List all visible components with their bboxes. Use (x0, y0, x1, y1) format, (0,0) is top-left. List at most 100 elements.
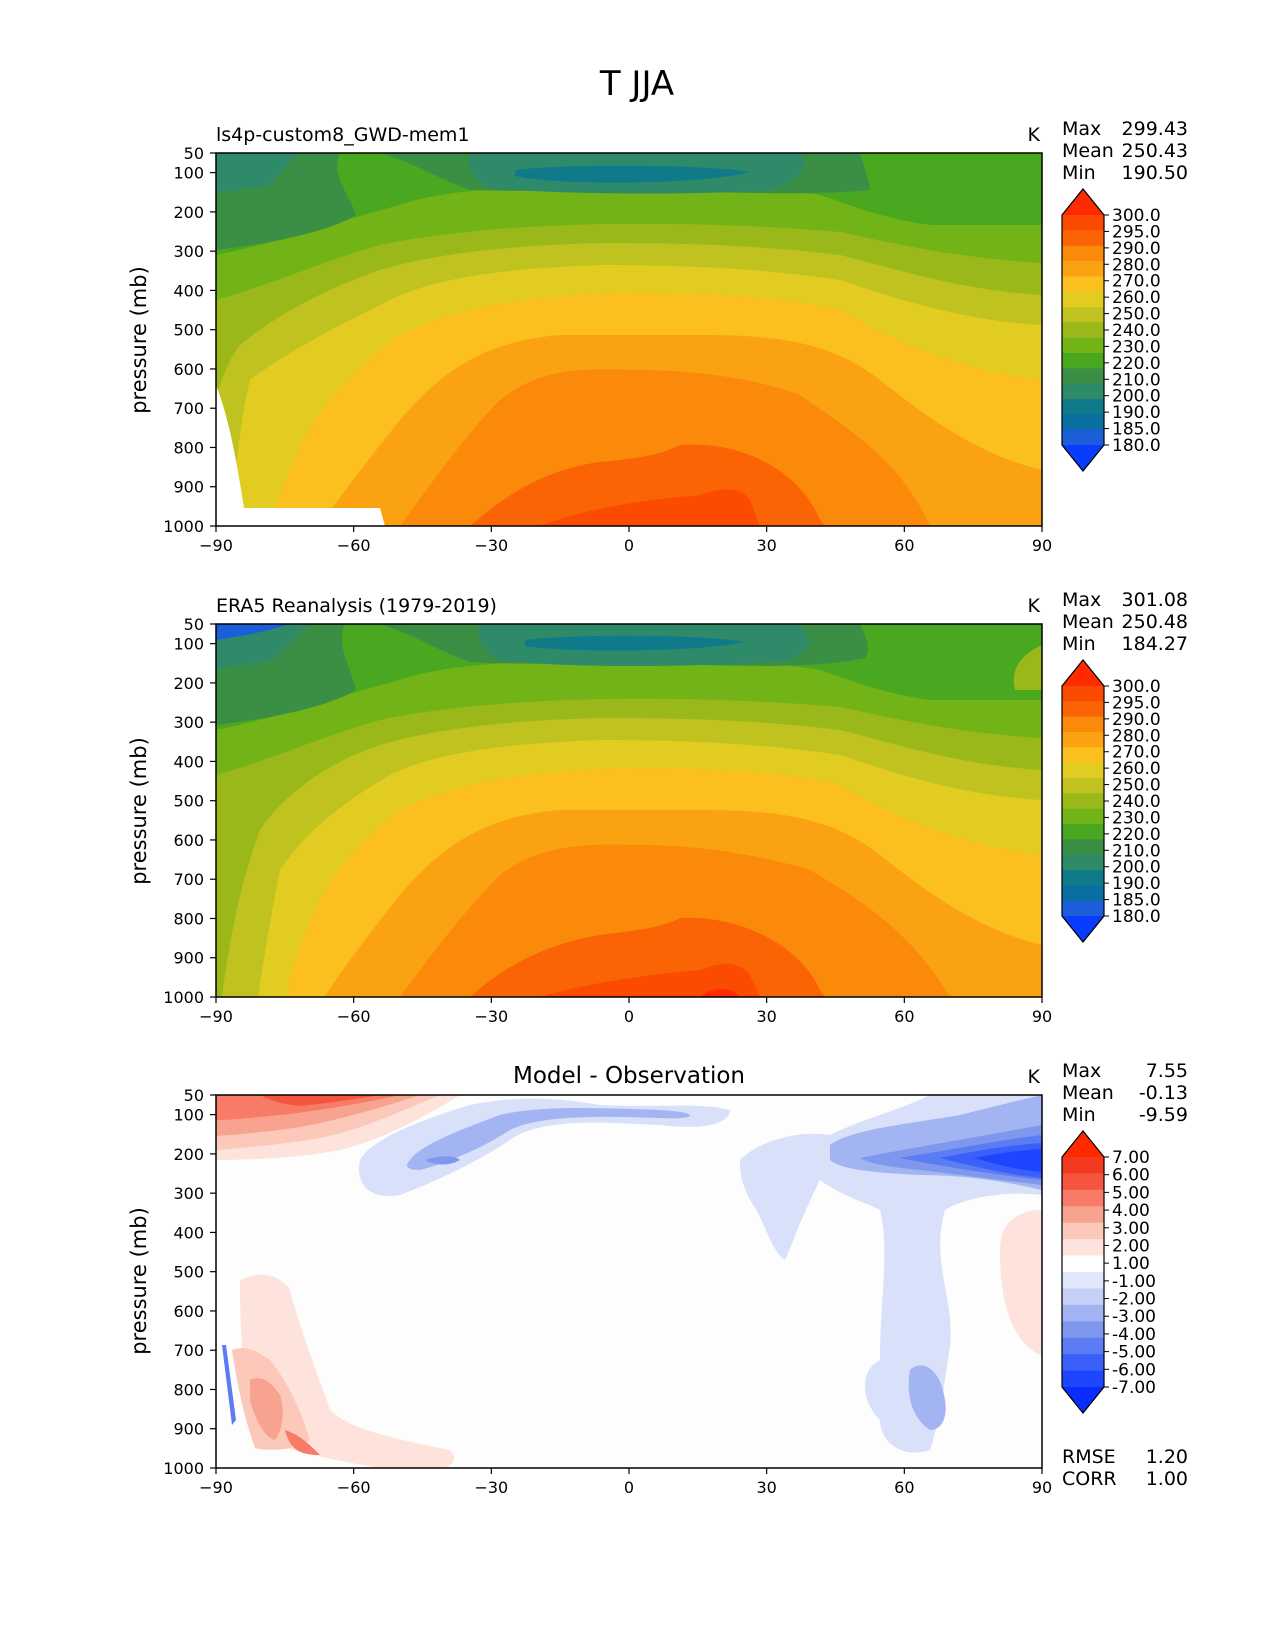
colorbar-tick-label: 250.0 (1112, 305, 1161, 325)
colorbar-tick-label: 280.0 (1112, 726, 1161, 746)
x-tick-label: 30 (756, 1478, 776, 1497)
obs-y-label: pressure (mb) (127, 737, 151, 885)
band-200 (216, 624, 809, 668)
colorbar-extend-min (1062, 445, 1104, 471)
colorbar-tick-label: 290.0 (1112, 710, 1161, 730)
diff-stat-mean-value: -0.13 (1139, 1082, 1188, 1104)
x-tick-label: −60 (337, 536, 371, 555)
diff-stat-min-key: Min (1062, 1104, 1096, 1126)
colorbar-bin (1062, 414, 1104, 431)
colorbar-bin (1062, 1354, 1104, 1372)
colorbar-bin (1062, 1321, 1104, 1339)
band-240 (216, 624, 1042, 997)
colorbar-bin (1062, 215, 1104, 231)
y-tick-label: 400 (173, 752, 204, 771)
diff-contour-field (216, 1095, 1042, 1468)
colorbar-tick-label: -7.00 (1112, 1378, 1156, 1398)
colorbar-bin (1062, 353, 1104, 369)
colorbar-bin (1062, 1206, 1104, 1224)
colorbar-bin (1062, 686, 1104, 702)
nh-upper-cold-6 (975, 1149, 1042, 1172)
model-panel-title: ls4p-custom8_GWD-mem1 (216, 124, 470, 146)
diff-x-axis: −90 −60 −30 0 30 60 90 (199, 1468, 1052, 1497)
band-300 (700, 989, 740, 997)
nh-polar-warm (1000, 1210, 1042, 1355)
colorbar-bin (1062, 839, 1104, 856)
colorbar-bin (1062, 885, 1104, 902)
model-y-label: pressure (mb) (127, 266, 151, 414)
colorbar-bin (1062, 870, 1104, 886)
model-stat-min-key: Min (1062, 162, 1096, 184)
x-tick-label: 30 (756, 536, 776, 555)
obs-stat-min-key: Min (1062, 633, 1096, 655)
colorbar-tick-label: 1.00 (1112, 1254, 1150, 1274)
diff-panel-title: Model - Observation (513, 1063, 745, 1089)
colorbar-extend-max (1062, 189, 1104, 215)
colorbar-tick-label: 180.0 (1112, 436, 1161, 456)
tropical-cold-2 (407, 1107, 690, 1170)
model-contour-field (216, 153, 1042, 526)
nh-midtrop-cold (908, 1365, 946, 1430)
colorbar-bin (1062, 368, 1104, 385)
x-tick-label: −30 (474, 1007, 508, 1026)
y-tick-label: 300 (173, 1184, 204, 1203)
obs-stat-max-value: 301.08 (1122, 589, 1188, 611)
colorbar-tick-label: -1.00 (1112, 1272, 1156, 1292)
model-stat-min-value: 190.50 (1122, 162, 1188, 184)
y-tick-label: 300 (173, 242, 204, 261)
band-190 (525, 635, 745, 651)
y-tick-label: 200 (173, 1145, 204, 1164)
colorbar-tick-label: 240.0 (1112, 792, 1161, 812)
colorbar-bin (1062, 245, 1104, 262)
diff-colorbar: -7.00-6.00-5.00-4.00-3.00-2.00-1.001.002… (1061, 1130, 1156, 1414)
colorbar-bin (1062, 261, 1104, 277)
x-tick-label: −90 (199, 536, 233, 555)
x-tick-label: 90 (1032, 1478, 1052, 1497)
obs-x-axis: −90 −60 −30 0 30 60 90 (199, 997, 1052, 1026)
colorbar-bin (1062, 230, 1104, 247)
colorbar-tick-label: 260.0 (1112, 288, 1161, 308)
colorbar-bin (1062, 1173, 1104, 1191)
y-tick-label: 200 (173, 674, 204, 693)
y-tick-label: 200 (173, 203, 204, 222)
x-tick-label: 60 (894, 536, 914, 555)
colorbar-bin (1062, 399, 1104, 415)
colorbar-tick-label: 200.0 (1112, 858, 1161, 878)
colorbar-tick-label: 220.0 (1112, 825, 1161, 845)
y-tick-label: 800 (173, 1380, 204, 1399)
y-tick-label: 50 (184, 144, 204, 163)
y-tick-label: 1000 (163, 1459, 204, 1478)
colorbar-tick-label: 190.0 (1112, 403, 1161, 423)
colorbar-tick-label: 185.0 (1112, 420, 1161, 440)
y-tick-label: 400 (173, 281, 204, 300)
nh-polar-cap (1013, 645, 1042, 690)
model-units-label: K (1028, 124, 1041, 146)
colorbar-bin (1062, 1370, 1104, 1388)
y-tick-label: 500 (173, 1263, 204, 1282)
model-colorbar: 180.0185.0190.0200.0210.0220.0230.0240.0… (1061, 188, 1161, 472)
colorbar-tick-label: -3.00 (1112, 1307, 1156, 1327)
model-x-axis: −90 −60 −30 0 30 60 90 (199, 526, 1052, 555)
colorbar-tick-label: 3.00 (1112, 1219, 1150, 1239)
diff-stat-corr-key: CORR (1062, 1468, 1117, 1490)
colorbar-tick-label: 270.0 (1112, 272, 1161, 292)
y-tick-label: 800 (173, 909, 204, 928)
colorbar-tick-label: 5.00 (1112, 1183, 1150, 1203)
colorbar-bin (1062, 383, 1104, 400)
colorbar-bin (1062, 808, 1104, 825)
diff-stat-min-value: -9.59 (1139, 1104, 1188, 1126)
x-tick-label: 90 (1032, 536, 1052, 555)
colorbar-tick-label: 260.0 (1112, 759, 1161, 779)
y-tick-label: 100 (173, 1106, 204, 1125)
colorbar-bin (1062, 900, 1104, 917)
sh-strat-warm-4 (216, 1095, 400, 1120)
y-tick-label: 700 (173, 870, 204, 889)
colorbar-extend-max (1062, 660, 1104, 686)
colorbar-bin (1062, 747, 1104, 764)
x-tick-label: 0 (624, 536, 634, 555)
y-tick-label: 700 (173, 399, 204, 418)
colorbar-bin (1062, 716, 1104, 733)
